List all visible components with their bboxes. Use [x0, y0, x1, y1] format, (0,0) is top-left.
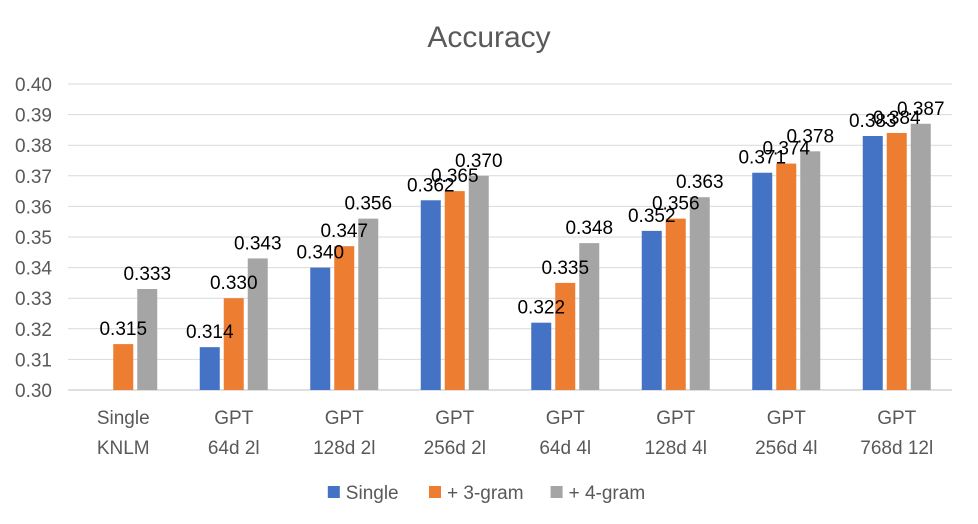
y-tick-label: 0.39 — [15, 106, 52, 127]
bar — [752, 172, 773, 390]
bar — [310, 267, 331, 390]
y-tick-label: 0.33 — [15, 289, 52, 310]
bar — [223, 298, 244, 390]
data-label: 0.387 — [897, 99, 945, 120]
bar — [862, 136, 883, 390]
y-tick-label: 0.40 — [15, 75, 52, 96]
data-label: 0.322 — [517, 298, 565, 319]
x-tick-label: GPT — [767, 408, 806, 429]
legend: Single + 3-gram + 4-gram — [327, 483, 646, 504]
bar — [420, 200, 441, 390]
y-axis-ticks: 0.30 0.31 0.32 0.33 0.34 0.35 0.36 0.37 0.38 0.39… — [15, 75, 52, 402]
bar — [247, 258, 268, 390]
x-tick-label: 64d 4l — [539, 438, 591, 459]
x-tick-label: KNLM — [97, 438, 150, 459]
bar — [113, 344, 134, 390]
y-tick-label: 0.37 — [15, 167, 52, 188]
legend-swatch — [429, 486, 441, 498]
data-label: 0.374 — [762, 139, 810, 160]
x-tick-label: GPT — [214, 408, 253, 429]
x-tick-label: GPT — [325, 408, 364, 429]
bar — [199, 347, 220, 390]
y-tick-label: 0.36 — [15, 197, 52, 218]
bar — [444, 191, 465, 390]
bar — [910, 123, 931, 390]
y-tick-label: 0.32 — [15, 320, 52, 341]
x-tick-label: 128d 4l — [645, 438, 707, 459]
legend-label: Single — [346, 483, 399, 504]
x-tick-label: 128d 2l — [313, 438, 375, 459]
x-tick-label: GPT — [877, 408, 916, 429]
bar — [776, 163, 797, 390]
y-tick-label: 0.34 — [15, 259, 52, 280]
legend-swatch — [550, 486, 563, 498]
data-label: 0.314 — [186, 322, 234, 343]
data-label: 0.343 — [234, 233, 282, 254]
x-axis-ticks: Single KNLM GPT 64d 2l GPT 128d 2l GPT 256d 2l G… — [97, 408, 933, 459]
x-tick-label: GPT — [546, 408, 585, 429]
chart-title: Accuracy — [427, 21, 550, 54]
x-tick-label: GPT — [435, 408, 474, 429]
bar — [555, 282, 576, 390]
x-tick-label: 64d 2l — [208, 438, 260, 459]
x-tick-label: 256d 2l — [424, 438, 486, 459]
legend-swatch — [327, 486, 340, 498]
y-tick-label: 0.30 — [15, 381, 52, 402]
bar — [579, 243, 600, 390]
data-label: 0.335 — [541, 258, 589, 279]
bar — [886, 132, 907, 390]
bars — [113, 123, 931, 390]
data-label: 0.340 — [296, 243, 344, 264]
data-label: 0.315 — [99, 319, 147, 340]
legend-label: + 4-gram — [569, 483, 646, 504]
bar — [334, 246, 355, 390]
data-label: 0.356 — [344, 194, 392, 215]
data-label: 0.356 — [652, 194, 700, 215]
bar — [665, 218, 686, 390]
data-label: 0.370 — [455, 151, 503, 172]
bar — [800, 151, 821, 390]
data-label: 0.362 — [407, 175, 455, 196]
data-label: 0.348 — [565, 218, 613, 239]
bar — [689, 197, 710, 390]
y-tick-label: 0.31 — [15, 350, 52, 371]
y-tick-label: 0.35 — [15, 228, 52, 249]
x-tick-label: 768d 12l — [860, 438, 933, 459]
x-tick-label: 256d 4l — [755, 438, 817, 459]
x-tick-label: Single — [97, 408, 150, 429]
data-label: 0.330 — [210, 273, 258, 294]
data-label: 0.378 — [786, 126, 834, 147]
data-label: 0.371 — [738, 148, 786, 169]
legend-label: + 3-gram — [447, 483, 524, 504]
data-label: 0.347 — [320, 221, 368, 242]
data-label: 0.384 — [873, 108, 921, 129]
data-label: 0.333 — [123, 264, 171, 285]
bar — [641, 230, 662, 390]
data-label: 0.383 — [849, 111, 897, 132]
data-label: 0.365 — [431, 166, 479, 187]
bar — [358, 218, 379, 390]
bar — [531, 322, 552, 390]
x-tick-label: GPT — [656, 408, 695, 429]
bar — [468, 175, 489, 390]
data-label: 0.363 — [676, 172, 724, 193]
y-tick-label: 0.38 — [15, 136, 52, 157]
bar — [137, 289, 158, 390]
data-labels: 0.314 0.340 0.362 0.322 0.352 0.371 0.383 0.315… — [99, 99, 944, 343]
data-label: 0.352 — [628, 206, 676, 227]
